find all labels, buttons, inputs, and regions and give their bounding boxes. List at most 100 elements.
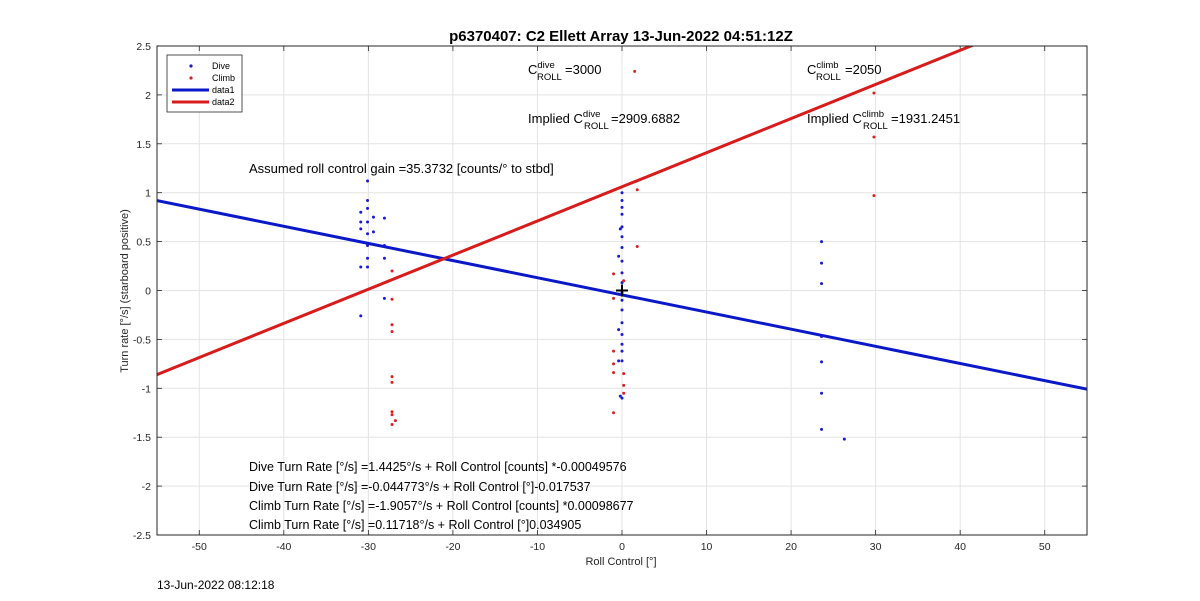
- y-tick-label: 0: [145, 286, 151, 298]
- climb-point: [390, 323, 394, 327]
- dive-point: [366, 199, 370, 203]
- dive-point: [617, 359, 621, 363]
- x-tick-label: -20: [445, 541, 460, 553]
- x-tick-label: -30: [361, 541, 376, 553]
- svg-text:Implied Cdive: Implied Cdive: [528, 109, 600, 126]
- climb-point: [622, 279, 626, 283]
- x-tick-label: -50: [192, 541, 207, 553]
- svg-text:=2050: =2050: [845, 62, 882, 77]
- climb-point: [390, 330, 394, 334]
- dive-point: [620, 199, 624, 203]
- footer-timestamp: 13-Jun-2022 08:12:18: [157, 578, 275, 592]
- legend-climb-label: Climb: [212, 73, 235, 83]
- dive-point: [620, 396, 624, 400]
- dive-point: [620, 308, 624, 312]
- dive-point: [620, 271, 624, 275]
- svg-text:Cclimb: Cclimb: [807, 60, 839, 77]
- dive-point: [366, 220, 370, 224]
- dive-point: [371, 215, 375, 219]
- dive-point: [382, 296, 386, 300]
- climb-point: [390, 422, 394, 426]
- x-tick-label: 40: [954, 541, 966, 553]
- fit-equation-3: Climb Turn Rate [°/s] =-1.9057°/s + Roll…: [249, 499, 634, 513]
- climb-point: [622, 372, 626, 376]
- annotation-c-roll-climb: Cclimb ROLL =2050: [807, 60, 882, 83]
- climb-point: [612, 296, 616, 300]
- climb-point: [612, 411, 616, 415]
- climb-point: [872, 135, 876, 139]
- y-tick-label: -2.5: [133, 530, 151, 542]
- x-tick-label: 30: [870, 541, 882, 553]
- y-axis-label: Turn rate [°/s] (starboard positive): [119, 209, 131, 373]
- legend-data1-label: data1: [212, 85, 235, 95]
- x-axis-label: Roll Control [°]: [585, 556, 656, 568]
- x-tick-label: -10: [530, 541, 545, 553]
- dive-point: [620, 298, 624, 302]
- dive-point: [620, 225, 624, 229]
- legend-climb-marker: [189, 76, 193, 80]
- fit-equation-4: Climb Turn Rate [°/s] =0.11718°/s + Roll…: [249, 518, 581, 532]
- data-points: [359, 69, 876, 441]
- dive-point: [382, 244, 386, 248]
- climb-point: [612, 362, 616, 366]
- annotation-implied-climb: Implied Cclimb ROLL =1931.2451: [807, 109, 960, 132]
- dive-point: [620, 333, 624, 337]
- dive-point: [359, 265, 363, 269]
- legend-dive-label: Dive: [212, 61, 230, 71]
- climb-point: [393, 419, 397, 423]
- dive-point: [359, 227, 363, 231]
- dive-point: [618, 394, 622, 398]
- dive-point: [620, 281, 624, 285]
- climb-point: [390, 297, 394, 301]
- dive-point: [366, 206, 370, 210]
- climb-point: [390, 269, 394, 273]
- climb-point: [622, 391, 626, 395]
- climb-point: [390, 410, 394, 414]
- y-tick-label: 1.5: [136, 139, 151, 151]
- dive-point: [620, 205, 624, 209]
- dive-point: [620, 349, 624, 353]
- annotation-c-roll-dive: Cdive ROLL =3000: [528, 60, 602, 83]
- dive-point: [620, 235, 624, 239]
- svg-text:ROLL: ROLL: [584, 121, 609, 132]
- svg-text:ROLL: ROLL: [537, 72, 562, 83]
- dive-point: [820, 360, 824, 364]
- y-tick-label: -0.5: [133, 334, 151, 346]
- dive-point: [382, 256, 386, 260]
- x-tick-label: 10: [701, 541, 713, 553]
- climb-point: [612, 272, 616, 276]
- annotation-gain: Assumed roll control gain =35.3732 [coun…: [249, 161, 554, 176]
- legend-dive-marker: [189, 64, 193, 68]
- dive-point: [617, 328, 621, 332]
- dive-point: [820, 240, 824, 244]
- climb-point: [390, 380, 394, 384]
- svg-text:Cdive: Cdive: [528, 60, 555, 77]
- climb-point: [633, 69, 637, 73]
- x-tick-label: -40: [276, 541, 291, 553]
- y-tick-label: -1: [142, 383, 151, 395]
- chart-title: p6370407: C2 Ellett Array 13-Jun-2022 04…: [449, 28, 793, 45]
- svg-text:ROLL: ROLL: [863, 121, 888, 132]
- dive-point: [359, 314, 363, 318]
- axes-box: [156, 45, 1088, 536]
- climb-point: [635, 188, 639, 192]
- dive-point: [620, 359, 624, 363]
- y-tick-label: 0.5: [136, 237, 151, 249]
- y-tick-label: -1.5: [133, 432, 151, 444]
- climb-point: [390, 413, 394, 417]
- dive-point: [820, 282, 824, 286]
- y-tick-label: 1: [145, 188, 151, 200]
- y-tick-label: -2: [142, 481, 151, 493]
- climb-point: [390, 375, 394, 379]
- climb-point: [635, 244, 639, 248]
- dive-point: [618, 227, 622, 231]
- dive-point: [820, 334, 824, 338]
- x-tick-label: 0: [619, 541, 625, 553]
- dive-point: [366, 232, 370, 236]
- legend: Dive Climb data1 data2: [166, 54, 243, 113]
- dive-point: [359, 220, 363, 224]
- climb-point: [872, 194, 876, 198]
- dive-point: [620, 191, 624, 195]
- dive-point: [366, 244, 370, 248]
